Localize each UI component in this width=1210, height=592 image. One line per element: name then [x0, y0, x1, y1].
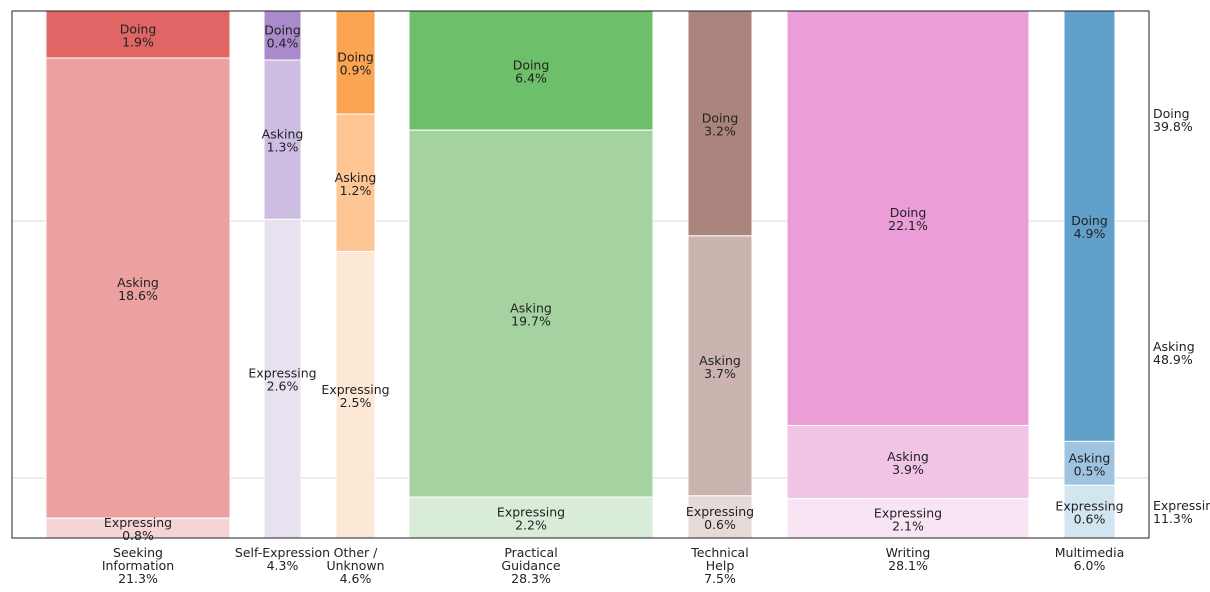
tile-technical-help-asking — [687, 235, 753, 497]
tile-other-unknown-asking — [335, 113, 376, 253]
tile-practical-guidance-expressing — [408, 496, 654, 539]
tile-seeking-information-doing — [45, 10, 231, 59]
tile-label-other-unknown-asking: Asking 1.2% — [335, 170, 377, 198]
tile-label-multimedia-doing: Doing 4.9% — [1071, 213, 1108, 241]
tile-label-self-expression-asking: Asking 1.3% — [262, 127, 304, 155]
tile-label-multimedia-expressing: Expressing 0.6% — [1055, 499, 1123, 527]
tile-label-writing-asking: Asking 3.9% — [887, 449, 929, 477]
tile-multimedia-doing — [1063, 10, 1116, 442]
tile-label-practical-guidance-asking: Asking 19.7% — [510, 301, 552, 329]
tile-label-other-unknown-expressing: Expressing 2.5% — [321, 382, 389, 410]
tile-multimedia-asking — [1063, 440, 1116, 486]
tile-multimedia-expressing — [1063, 484, 1116, 539]
row-total-expressin: Expressin 11.3% — [1153, 498, 1210, 526]
tile-label-technical-help-doing: Doing 3.2% — [702, 110, 739, 138]
tile-label-seeking-information-asking: Asking 18.6% — [117, 275, 159, 303]
tile-writing-expressing — [786, 498, 1030, 539]
tile-label-seeking-information-expressing: Expressing 0.8% — [104, 515, 172, 543]
tile-other-unknown-expressing — [335, 251, 376, 539]
row-total-asking: Asking 48.9% — [1153, 339, 1195, 367]
plot-frame — [11, 10, 1150, 539]
tile-label-practical-guidance-expressing: Expressing 2.2% — [497, 505, 565, 533]
tile-label-seeking-information-doing: Doing 1.9% — [120, 22, 157, 50]
x-label-writing: Writing 28.1% — [886, 545, 931, 573]
tile-self-expression-expressing — [263, 218, 302, 539]
x-label-multimedia: Multimedia 6.0% — [1055, 545, 1125, 573]
tile-label-technical-help-asking: Asking 3.7% — [699, 353, 741, 381]
x-label-technical-help: Technical Help 7.5% — [690, 545, 748, 586]
x-label-seeking-information: Seeking Information 21.3% — [102, 545, 174, 586]
tile-label-technical-help-expressing: Expressing 0.6% — [686, 504, 754, 532]
tile-label-other-unknown-doing: Doing 0.9% — [337, 50, 374, 78]
tile-technical-help-expressing — [687, 495, 753, 539]
row-total-doing: Doing 39.8% — [1153, 106, 1193, 134]
x-axis-labels: Seeking Information 21.3% Self-Expression 4.… — [102, 545, 1124, 586]
tile-writing-asking — [786, 424, 1030, 500]
tile-label-practical-guidance-doing: Doing 6.4% — [513, 58, 550, 86]
tile-label-self-expression-expressing: Expressing 2.6% — [248, 366, 316, 394]
mosaic-tiles: Doing 1.9% Asking 18.6% Expressing 0.8% Doing 0… — [45, 10, 1124, 543]
tile-label-self-expression-doing: Doing 0.4% — [264, 23, 301, 51]
x-label-practical-guidance: Practical Guidance 28.3% — [501, 545, 560, 586]
row-totals-legend: Doing 39.8% Asking 48.9% Expressin 11.3% — [1153, 106, 1210, 526]
tile-label-writing-doing: Doing 22.1% — [888, 205, 928, 233]
tile-seeking-information-asking — [45, 57, 231, 519]
x-label-self-expression: Self-Expression 4.3% — [235, 545, 330, 573]
x-label-other-unknown: Other / Unknown 4.6% — [326, 545, 384, 586]
tile-practical-guidance-asking — [408, 129, 654, 498]
tile-writing-doing — [786, 10, 1030, 426]
tile-self-expression-asking — [263, 59, 302, 220]
tile-practical-guidance-doing — [408, 10, 654, 131]
tile-label-writing-expressing: Expressing 2.1% — [874, 505, 942, 533]
tile-label-multimedia-asking: Asking 0.5% — [1069, 450, 1111, 478]
